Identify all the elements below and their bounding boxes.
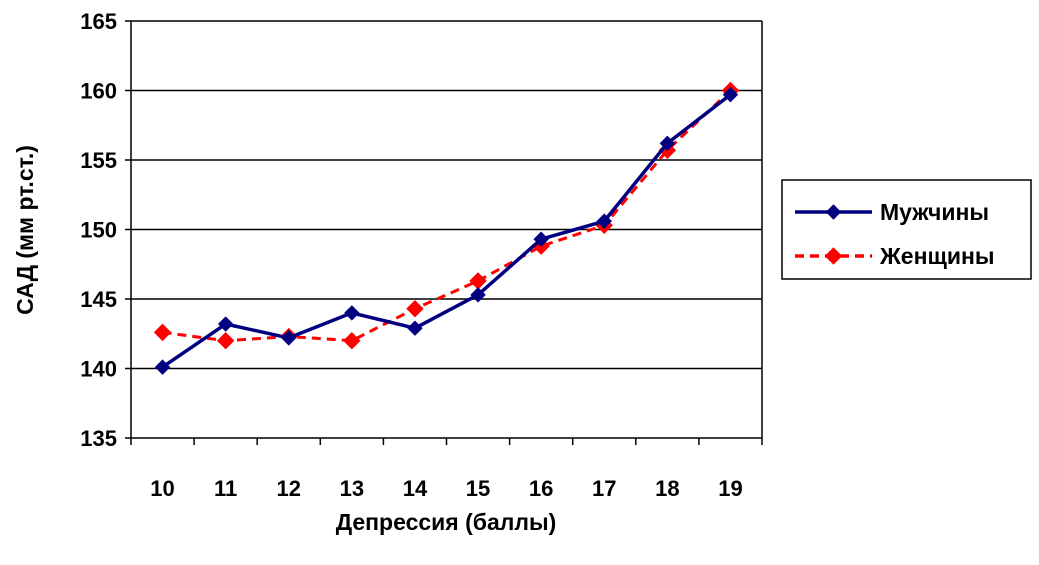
y-tick-label: 160 — [80, 79, 117, 104]
y-axis-title: САД (мм рт.ст.) — [12, 145, 38, 315]
series-line — [161, 93, 732, 369]
legend: Мужчины Женщины — [781, 179, 1032, 280]
legend-label: Мужчины — [880, 199, 989, 225]
data-point — [217, 316, 234, 332]
data-point — [153, 323, 172, 342]
series-men — [154, 86, 739, 375]
y-tick-label: 135 — [80, 426, 117, 451]
y-tick-label: 165 — [80, 9, 117, 34]
x-tick-label: 13 — [340, 476, 364, 501]
data-point — [469, 272, 487, 290]
x-tick-label: 12 — [277, 476, 301, 501]
data-point — [406, 300, 424, 318]
y-tick-label: 145 — [80, 287, 117, 312]
gridlines — [131, 20, 762, 370]
legend-items: Мужчины Женщины — [795, 199, 995, 269]
series-women — [153, 81, 740, 350]
data-point — [470, 287, 486, 303]
axes — [125, 20, 763, 445]
x-tick-label: 11 — [214, 476, 237, 501]
x-tick-label: 19 — [718, 476, 742, 501]
data-point — [281, 330, 297, 346]
series-layer — [153, 81, 740, 375]
x-tick-label: 17 — [592, 476, 616, 501]
x-tick-label: 10 — [150, 476, 174, 501]
series-line — [162, 89, 732, 343]
data-point — [533, 231, 549, 247]
data-point — [407, 320, 423, 336]
legend-item: Мужчины — [795, 199, 989, 225]
x-tick-label: 14 — [403, 476, 428, 501]
data-point — [596, 213, 612, 229]
x-tick-label: 18 — [655, 476, 679, 501]
x-tick-label: 15 — [466, 476, 490, 501]
data-point — [343, 331, 361, 350]
legend-label: Женщины — [879, 243, 995, 269]
x-tick-label: 16 — [529, 476, 553, 501]
x-axis-title: Депрессия (баллы) — [336, 509, 557, 535]
data-point — [344, 305, 360, 321]
y-tick-label: 155 — [80, 148, 117, 173]
legend-box — [781, 179, 1032, 280]
legend-item: Женщины — [795, 243, 995, 269]
x-tick-labels: 10 11 12 13 14 15 16 17 18 19 — [150, 476, 742, 501]
legend-marker — [824, 247, 843, 265]
y-tick-label: 150 — [80, 218, 117, 243]
data-point — [722, 86, 739, 103]
y-tick-labels: 135 140 145 150 155 160 165 — [80, 9, 117, 451]
legend-marker — [825, 204, 842, 220]
data-point — [154, 359, 171, 375]
y-tick-label: 140 — [80, 357, 117, 382]
data-point — [216, 331, 235, 350]
data-point — [659, 135, 676, 152]
